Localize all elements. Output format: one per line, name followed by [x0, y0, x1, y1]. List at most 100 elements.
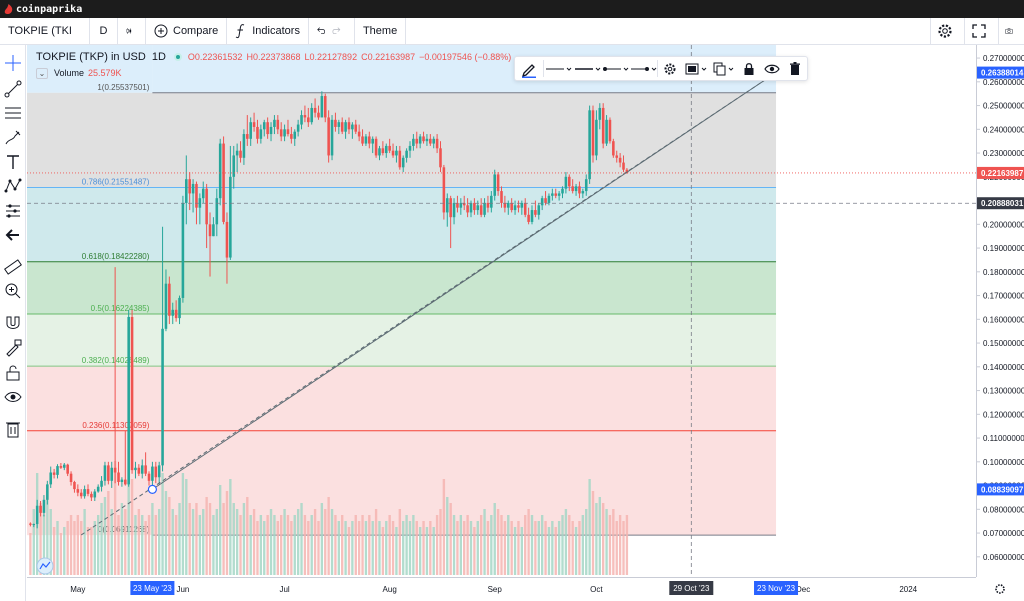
tool-back-arrow[interactable]	[3, 225, 23, 245]
chart-type-button[interactable]	[118, 17, 146, 45]
delete-button[interactable]	[784, 57, 807, 80]
tool-brush[interactable]	[3, 128, 23, 148]
volume-series	[29, 461, 629, 575]
volume-bar	[235, 509, 239, 575]
candle-body	[42, 499, 46, 513]
tool-crosshair[interactable]	[3, 53, 23, 73]
price-chart[interactable]: 1(0.25537501) 0.786(0.21551487) 0.618(0.18…	[27, 45, 1024, 601]
line-end-button[interactable]	[629, 57, 657, 80]
volume-bar	[486, 521, 490, 575]
volume-value: 25.579K	[88, 68, 122, 78]
price-marker	[977, 66, 1024, 79]
candle-body	[530, 210, 534, 222]
tool-trash[interactable]	[3, 419, 23, 439]
symbol-search-button[interactable]: TOKPIE (TKI	[0, 17, 90, 45]
volume-bar	[317, 521, 320, 575]
candle-body	[479, 205, 483, 215]
drawing-floating-toolbar	[514, 56, 808, 81]
candle-body	[622, 162, 625, 170]
candle-body	[496, 174, 500, 192]
drawing-tools-sidebar	[0, 45, 26, 601]
candle-body	[218, 143, 222, 199]
candle-body	[398, 150, 402, 168]
fib-level-label: 0(0.06911268)	[98, 525, 150, 534]
tool-horizontal-lines[interactable]	[3, 103, 23, 123]
candle-body	[46, 484, 49, 500]
candle-body	[262, 122, 266, 130]
volume-bar	[517, 521, 520, 575]
candle-body	[340, 122, 344, 132]
crosshair-icon	[5, 55, 21, 71]
volume-bar	[93, 521, 96, 575]
tool-zoom-in[interactable]	[3, 281, 23, 301]
theme-label: Theme	[362, 25, 398, 37]
function-icon	[235, 24, 245, 39]
price-tick-label: 0.19000000	[983, 244, 1024, 253]
volume-bar	[330, 509, 334, 575]
volume-bar	[439, 509, 442, 575]
line-start-button[interactable]	[601, 57, 629, 80]
candle-body	[561, 188, 564, 194]
candle-body	[140, 465, 144, 474]
candle-body	[493, 174, 497, 196]
candle-body	[201, 188, 205, 199]
tool-text[interactable]	[3, 152, 23, 172]
candle-body	[588, 110, 591, 180]
axis-settings-icon[interactable]	[995, 584, 1005, 594]
clone-button[interactable]	[710, 57, 738, 80]
indicators-button[interactable]: Indicators	[227, 17, 309, 45]
candle-body	[354, 124, 358, 132]
candle-body	[168, 283, 171, 316]
undo-redo-group	[309, 17, 355, 45]
candle-body	[303, 115, 307, 118]
fib-level-label: 1(0.25537501)	[97, 83, 149, 92]
tool-trend-line[interactable]	[3, 79, 23, 99]
fib-level-label: 0.236(0.11307059)	[82, 421, 149, 430]
drawing-settings-button[interactable]	[658, 57, 681, 80]
tool-magnet[interactable]	[3, 313, 23, 333]
line-width-button[interactable]	[573, 57, 601, 80]
volume-bar	[56, 521, 59, 575]
candle-body	[625, 169, 629, 174]
volume-bar	[96, 515, 100, 575]
volume-bar	[313, 509, 317, 575]
compare-button[interactable]: Compare	[146, 17, 228, 45]
fullscreen-button[interactable]	[964, 17, 998, 45]
market-status-icon	[173, 53, 182, 61]
tool-pattern[interactable]	[3, 176, 23, 196]
candle-body	[107, 465, 110, 481]
candle-body	[100, 480, 103, 487]
volume-bar	[63, 527, 66, 575]
tool-ruler[interactable]	[3, 257, 23, 277]
lock-button[interactable]	[738, 57, 761, 80]
chart-settings-button[interactable]	[930, 17, 964, 45]
volume-bar	[29, 533, 32, 575]
candle-body	[330, 119, 334, 156]
fill-button[interactable]	[681, 57, 709, 80]
theme-button[interactable]: Theme	[355, 17, 407, 45]
volume-bar	[266, 515, 269, 575]
price-tick-label: 0.10000000	[983, 458, 1024, 467]
redo-icon[interactable]	[331, 25, 341, 37]
collapse-legend-icon[interactable]: ⌄	[36, 67, 48, 79]
series-visibility-glyph	[39, 561, 51, 570]
text-icon	[7, 155, 19, 169]
volume-bar	[191, 509, 195, 575]
tool-unlock[interactable]	[3, 363, 23, 383]
candle-body	[174, 309, 178, 319]
undo-icon[interactable]	[317, 25, 327, 37]
snapshot-button[interactable]	[998, 17, 1024, 45]
volume-bar	[198, 515, 202, 575]
line-color-button[interactable]	[515, 57, 543, 80]
visibility-button[interactable]	[761, 57, 784, 80]
candle-body	[598, 107, 602, 120]
volume-bar	[69, 515, 73, 575]
candle-body	[486, 202, 490, 208]
interval-button[interactable]: D	[90, 17, 118, 45]
volume-bar	[195, 503, 198, 575]
tool-lock-drawing[interactable]	[3, 338, 23, 358]
tool-eye[interactable]	[3, 387, 23, 407]
candle-body	[490, 195, 493, 208]
line-style-button[interactable]	[544, 57, 572, 80]
tool-prediction[interactable]	[3, 201, 23, 221]
